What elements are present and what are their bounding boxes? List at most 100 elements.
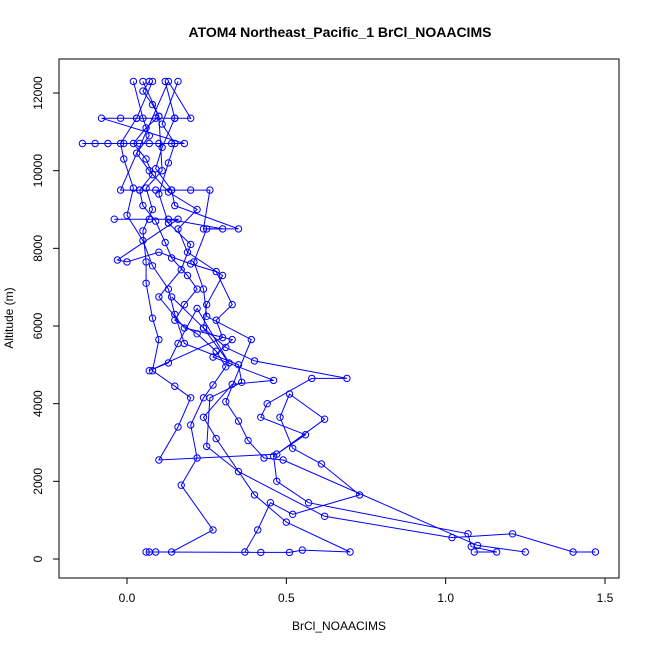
data-point: [508, 530, 517, 538]
data-point: [187, 186, 195, 194]
data-point: [152, 548, 160, 556]
data-point: [142, 279, 150, 287]
data-point: [218, 333, 227, 342]
data-point: [78, 139, 87, 148]
data-point: [269, 376, 278, 385]
series-2: [142, 77, 354, 557]
data-point: [228, 335, 236, 344]
data-point: [167, 186, 176, 194]
series-1: [129, 77, 230, 556]
data-point: [222, 398, 230, 406]
data-point: [167, 293, 176, 301]
data-point: [234, 467, 243, 476]
series-5: [139, 77, 364, 556]
data-point: [212, 316, 220, 324]
series-6: [152, 77, 529, 556]
series-layer: [78, 77, 600, 557]
data-point: [193, 304, 201, 313]
data-point: [187, 114, 195, 122]
data-point: [174, 423, 182, 431]
data-point: [177, 481, 185, 489]
y-axis-label: Altitude (m): [2, 287, 16, 348]
data-point: [152, 186, 160, 194]
data-point: [174, 339, 182, 348]
data-point: [343, 374, 351, 383]
y-tick-label: 10000: [31, 154, 45, 188]
data-point: [273, 450, 281, 458]
data-point: [228, 380, 236, 388]
data-point: [123, 211, 131, 220]
x-axis-label: BrCl_NOAACIMS: [292, 619, 386, 633]
data-point: [123, 258, 131, 266]
series-line: [155, 81, 526, 553]
data-point: [171, 382, 179, 390]
data-point: [164, 285, 173, 293]
series-line: [132, 81, 497, 553]
series-7: [78, 77, 236, 375]
data-point: [139, 87, 147, 95]
data-point: [148, 262, 157, 270]
data-point: [260, 454, 268, 462]
data-point: [152, 165, 160, 173]
data-point: [164, 77, 173, 86]
data-point: [238, 378, 246, 386]
data-point: [116, 114, 125, 122]
data-point: [145, 367, 154, 375]
data-point: [152, 114, 160, 122]
y-tick-label: 2000: [31, 468, 45, 495]
data-point: [464, 530, 472, 538]
data-point: [142, 258, 150, 266]
data-point: [155, 293, 163, 301]
data-point: [298, 546, 306, 554]
data-point: [247, 335, 256, 344]
y-tick-label: 0: [31, 555, 45, 562]
data-point: [203, 312, 211, 320]
data-point: [174, 77, 182, 86]
data-point: [132, 114, 141, 122]
data-point: [206, 394, 214, 402]
data-point: [285, 548, 294, 557]
data-point: [218, 225, 227, 233]
data-point: [521, 548, 529, 556]
x-tick-label: 1.0: [437, 591, 454, 605]
data-point: [158, 167, 166, 175]
data-point: [212, 267, 220, 276]
data-point: [234, 225, 243, 233]
y-axis: 0 2000 4000 6000 8000 10000 12000: [31, 76, 59, 562]
data-point: [164, 215, 173, 223]
data-point: [241, 548, 249, 556]
data-point: [171, 114, 179, 122]
data-point: [110, 215, 119, 223]
data-point: [250, 357, 259, 365]
data-point: [155, 248, 163, 256]
data-point: [174, 215, 182, 223]
data-point: [266, 499, 275, 507]
series-4: [129, 77, 501, 556]
data-point: [145, 167, 154, 175]
series-line: [132, 81, 227, 553]
data-point: [187, 394, 195, 402]
y-tick-label: 4000: [31, 390, 45, 417]
x-axis: 0.0 0.5 1.0 1.5: [119, 578, 614, 605]
data-point: [148, 314, 157, 322]
data-point: [155, 456, 163, 464]
data-point: [180, 139, 189, 148]
series-line: [82, 80, 233, 372]
data-point: [203, 442, 211, 451]
y-tick-label: 12000: [31, 76, 45, 110]
data-point: [171, 201, 179, 210]
data-point: [279, 456, 287, 464]
data-point: [234, 417, 243, 425]
data-point: [591, 548, 600, 556]
data-point: [320, 512, 329, 520]
data-point: [91, 139, 99, 148]
data-point: [132, 149, 141, 157]
data-point: [276, 413, 284, 421]
data-point: [569, 548, 577, 556]
data-point: [148, 77, 157, 86]
data-point: [136, 186, 144, 194]
data-point: [97, 114, 106, 122]
data-point: [164, 359, 173, 367]
data-point: [187, 421, 195, 429]
